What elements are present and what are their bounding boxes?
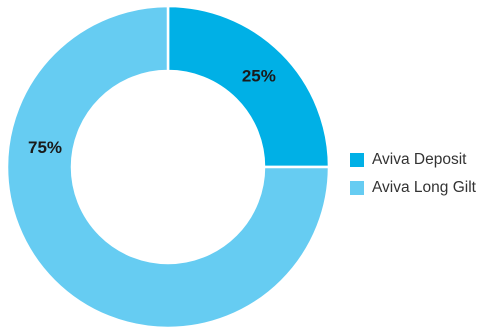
slice-aviva-deposit (166, 4, 331, 169)
slice-aviva-long-gilt (5, 4, 331, 328)
legend-swatch-aviva-deposit (350, 153, 364, 167)
donut-chart: 25% 75% (5, 4, 331, 328)
legend-label: Aviva Deposit (372, 151, 467, 168)
data-label-aviva-deposit: 25% (242, 67, 276, 86)
chart-legend: Aviva Deposit Aviva Long Gilt (350, 146, 476, 202)
data-label-aviva-long-gilt: 75% (28, 138, 62, 157)
legend-item-aviva-deposit: Aviva Deposit (350, 146, 476, 174)
legend-label: Aviva Long Gilt (372, 179, 476, 196)
legend-swatch-aviva-long-gilt (350, 181, 364, 195)
legend-item-aviva-long-gilt: Aviva Long Gilt (350, 174, 476, 202)
